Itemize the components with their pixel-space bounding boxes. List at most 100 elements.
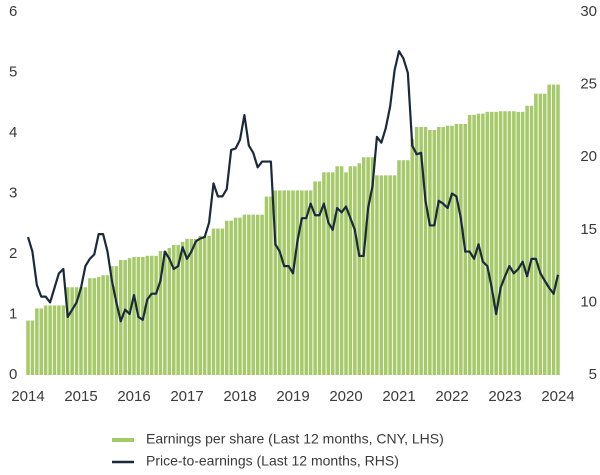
y2-tick-label: 5 (589, 366, 597, 383)
bar (547, 84, 551, 375)
x-tick-label: 2018 (223, 388, 256, 405)
bar (211, 228, 216, 375)
bar (516, 111, 521, 375)
bar (436, 126, 441, 375)
bar (145, 255, 150, 375)
bar (39, 308, 44, 375)
legend: Earnings per share (Last 12 months, CNY,… (112, 431, 444, 469)
bar (534, 93, 538, 376)
bar (233, 217, 238, 375)
bar (43, 305, 48, 375)
bar (507, 111, 512, 375)
y-tick-label: 2 (9, 245, 17, 262)
bar (158, 250, 163, 375)
bar (304, 190, 309, 375)
bar (295, 190, 300, 375)
bar (556, 84, 560, 375)
legend-label: Price-to-earnings (Last 12 months, RHS) (146, 453, 399, 469)
bar (251, 214, 256, 375)
bar (185, 238, 189, 375)
bar (357, 163, 362, 375)
bar (520, 111, 525, 375)
y-tick-label: 4 (9, 124, 17, 141)
bar (485, 111, 490, 375)
bar (454, 123, 459, 375)
bar (494, 111, 498, 375)
bar (74, 287, 79, 375)
bar (542, 93, 547, 376)
bar (397, 160, 401, 375)
x-tick-label: 2014 (11, 388, 44, 405)
bar (224, 220, 229, 375)
y-tick-label: 5 (9, 63, 17, 80)
bar (83, 287, 88, 375)
bar (238, 217, 242, 375)
bar (149, 255, 154, 375)
bar (30, 320, 35, 375)
bar (344, 172, 348, 375)
bar (260, 214, 264, 375)
x-tick-label: 2024 (541, 388, 574, 405)
bar (450, 125, 454, 376)
bar (96, 276, 101, 375)
bar (171, 244, 176, 375)
bar (322, 172, 326, 375)
y2-tick-label: 15 (580, 221, 597, 238)
bar (339, 166, 344, 375)
bar (529, 105, 534, 376)
y2-tick-label: 25 (580, 76, 597, 93)
bar (277, 190, 282, 375)
bar (101, 275, 105, 375)
bar (247, 214, 251, 375)
bar (503, 111, 507, 375)
bar (255, 214, 260, 375)
bar (428, 129, 432, 375)
bar (163, 250, 167, 375)
bar (330, 172, 335, 375)
bar (26, 320, 30, 375)
bar (114, 266, 119, 375)
bar (220, 228, 225, 375)
bar (229, 220, 233, 375)
bar (286, 190, 291, 375)
bar (48, 305, 52, 375)
bar (202, 235, 207, 375)
y-tick-label: 0 (9, 366, 17, 383)
bar (512, 111, 516, 375)
bar (176, 244, 180, 375)
bar (154, 255, 158, 375)
bar (291, 190, 295, 375)
bar (61, 305, 66, 375)
bar (441, 126, 445, 375)
bar (467, 114, 472, 375)
bar (401, 160, 406, 375)
bar (264, 196, 269, 375)
bar (379, 175, 384, 375)
bar (52, 305, 57, 375)
bar (242, 214, 247, 375)
bar (79, 287, 83, 375)
bar (105, 275, 110, 375)
x-tick-label: 2020 (329, 388, 362, 405)
y2-tick-label: 20 (580, 148, 597, 165)
bar (110, 266, 114, 375)
bar (207, 235, 211, 375)
x-tick-label: 2021 (382, 388, 415, 405)
bar (423, 126, 428, 375)
bar (189, 238, 194, 375)
bar (481, 113, 485, 375)
bar (65, 287, 70, 375)
bar (282, 190, 286, 375)
bar (383, 175, 388, 375)
x-tick-label: 2022 (435, 388, 468, 405)
bar (57, 305, 61, 375)
bar (70, 287, 74, 375)
bar (414, 126, 419, 375)
bar (538, 93, 543, 376)
bar (361, 157, 366, 375)
bar (375, 175, 379, 375)
line (26, 50, 560, 323)
bar (216, 228, 220, 375)
y-tick-label: 3 (9, 184, 17, 201)
